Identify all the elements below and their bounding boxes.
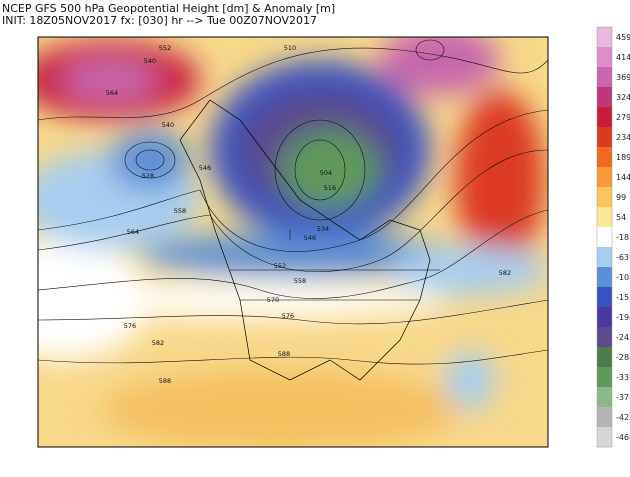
colorbar-swatch <box>597 347 612 368</box>
contour-label: 582 <box>152 339 164 347</box>
colorbar-swatch <box>597 87 612 108</box>
borders <box>230 230 440 301</box>
contour-label: 516 <box>324 184 336 192</box>
colorbar-swatch <box>597 227 612 248</box>
colorbar-label: 279 <box>616 113 630 122</box>
anomaly-field <box>38 37 548 447</box>
colorbar-label: -198 <box>616 313 630 322</box>
colorbar-label: 189 <box>616 153 630 162</box>
contour-label: 546 <box>304 234 316 242</box>
contour-label: 552 <box>274 262 286 270</box>
colorbar-swatch <box>597 107 612 128</box>
colorbar-label: 234 <box>616 133 630 142</box>
contour-label: 576 <box>282 312 294 320</box>
contour-label: 534 <box>317 225 329 233</box>
colorbar-swatch <box>597 327 612 348</box>
colorbar-swatch <box>597 307 612 328</box>
colorbar-swatch <box>597 47 612 68</box>
colorbar-swatch <box>597 407 612 428</box>
colorbar-label: -333 <box>616 373 630 382</box>
colorbar-label: -63 <box>616 253 629 262</box>
contour-label: 528 <box>142 172 154 180</box>
colorbar: 459 414 369 324 279 234 189 144 99 54 -18 -63 -108 -1… <box>596 26 630 448</box>
contour-label: 564 <box>127 228 139 236</box>
contour-label: 504 <box>320 169 332 177</box>
contour-labels: 5525405645405465285585645105045165345465… <box>106 44 511 385</box>
colorbar-label: -108 <box>616 273 630 282</box>
colorbar-label: -468 <box>616 433 630 442</box>
contour-label: 588 <box>278 350 290 358</box>
colorbar-swatch <box>597 187 612 208</box>
colorbar-label: 369 <box>616 73 630 82</box>
colorbar-swatch <box>597 167 612 188</box>
colorbar-label: 144 <box>616 173 630 182</box>
colorbar-label: 324 <box>616 93 630 102</box>
map-frame <box>37 36 549 448</box>
colorbar-frame <box>596 26 613 448</box>
contour-label: 588 <box>159 377 171 385</box>
colorbar-swatch <box>597 127 612 148</box>
contour-label: 552 <box>159 44 171 52</box>
map: 5525405645405465285585645105045165345465… <box>38 37 548 447</box>
contour-label: 540 <box>162 121 174 129</box>
colorbar-swatch <box>597 67 612 88</box>
colorbar-label: 54 <box>616 213 626 222</box>
colorbar-swatch <box>597 267 612 288</box>
contour-label: 558 <box>174 207 186 215</box>
contour-label: 570 <box>267 296 279 304</box>
colorbar-label: 414 <box>616 53 630 62</box>
contour-label: 576 <box>124 322 136 330</box>
height-contours <box>38 39 548 365</box>
colorbar-label: -423 <box>616 413 630 422</box>
colorbar-label: -378 <box>616 393 630 402</box>
colorbar-label: 459 <box>616 33 630 42</box>
colorbar-swatch <box>597 207 612 228</box>
coastline <box>179 99 431 381</box>
colorbar-swatch <box>597 427 612 448</box>
colorbar-swatch <box>597 387 612 408</box>
colorbar-label: -243 <box>616 333 630 342</box>
colorbar-swatch <box>597 147 612 168</box>
contour-label: 582 <box>499 269 511 277</box>
contour-label: 546 <box>199 164 211 172</box>
colorbar-label: -18 <box>616 233 629 242</box>
colorbar-swatch <box>597 27 612 48</box>
contour-label: 558 <box>294 277 306 285</box>
colorbar-label: -153 <box>616 293 630 302</box>
colorbar-label: 99 <box>616 193 626 202</box>
contour-label: 540 <box>144 57 156 65</box>
init-line: INIT: 18Z05NOV2017 fx: [030] hr --> Tue … <box>2 14 317 27</box>
colorbar-swatch <box>597 367 612 388</box>
colorbar-swatch <box>597 287 612 308</box>
contour-label: 510 <box>284 44 296 52</box>
title: NCEP GFS 500 hPa Geopotential Height [dm… <box>2 2 335 15</box>
colorbar-swatch <box>597 247 612 268</box>
colorbar-label: -288 <box>616 353 630 362</box>
contour-label: 564 <box>106 89 118 97</box>
